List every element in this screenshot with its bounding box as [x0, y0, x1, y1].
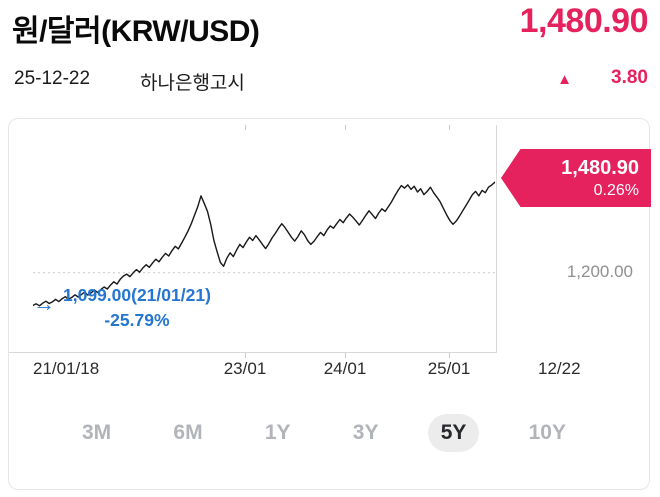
page-title: 원/달러(KRW/USD)	[12, 15, 260, 48]
x-tick-bottom	[345, 353, 346, 358]
chart-card: 21/01/18 23/01 24/01 25/01 12/22 1,200.0…	[8, 118, 651, 490]
right-arrow-icon: →	[33, 291, 55, 316]
y-label-1200: 1,200.00	[566, 262, 633, 281]
x-tick-top	[245, 125, 246, 130]
y-axis-line	[496, 125, 497, 353]
period-selector: 3M 6M 1Y 3Y 5Y 10Y	[9, 413, 651, 453]
min-price-annotation: 1,099.00(21/01/21) -25.79%	[63, 285, 211, 331]
price-chart[interactable]	[33, 129, 495, 351]
current-price: 1,480.90	[519, 2, 649, 40]
quote-source: 하나은행고시	[140, 73, 245, 94]
period-button-5y[interactable]: 5Y	[427, 414, 480, 452]
x-label-25-01: 25/01	[427, 359, 471, 378]
x-tick-top	[345, 125, 346, 130]
change-value: 3.80	[611, 67, 648, 88]
up-triangle-icon: ▲	[557, 71, 572, 88]
price-line-path	[33, 181, 495, 307]
x-tick-top	[449, 125, 450, 130]
callout-change-pct: 0.26%	[593, 181, 639, 199]
x-label-24-01: 24/01	[323, 359, 367, 378]
period-button-1y[interactable]: 1Y	[252, 414, 304, 452]
min-price-text: 1,099.00(21/01/21)	[63, 285, 211, 305]
x-label-12-22: 12/22	[538, 359, 581, 378]
period-button-3m[interactable]: 3M	[69, 414, 124, 452]
x-tick-bottom	[245, 353, 246, 358]
x-label-start: 21/01/18	[33, 359, 100, 378]
period-button-10y[interactable]: 10Y	[516, 414, 579, 452]
x-axis-line	[9, 352, 497, 353]
period-button-3y[interactable]: 3Y	[340, 414, 392, 452]
price-callout-flag: 1,480.90 0.26%	[501, 149, 651, 207]
callout-price: 1,480.90	[561, 156, 639, 179]
x-tick-bottom	[449, 353, 450, 358]
x-label-23-01: 23/01	[223, 359, 267, 378]
min-price-pct: -25.79%	[104, 310, 170, 330]
quote-date: 25-12-22	[14, 68, 91, 89]
period-button-6m[interactable]: 6M	[160, 414, 215, 452]
